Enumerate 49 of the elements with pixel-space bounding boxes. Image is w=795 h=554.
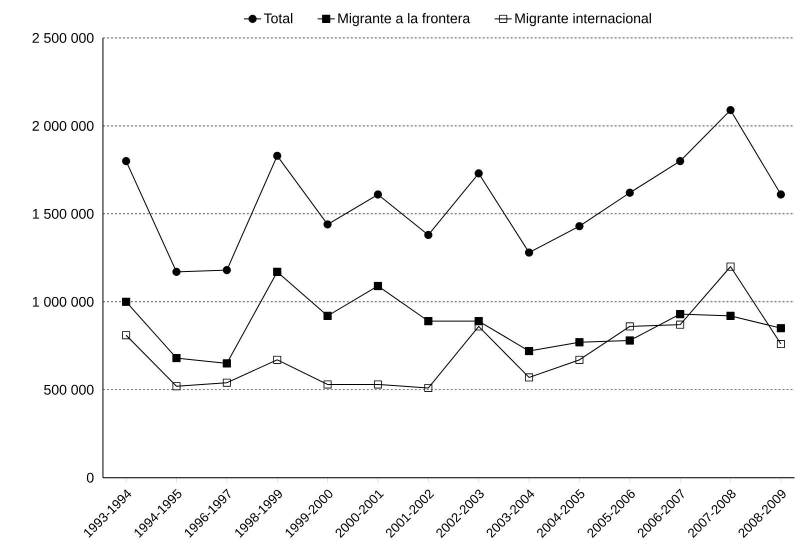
point <box>374 282 382 290</box>
point <box>626 188 634 198</box>
point <box>172 354 181 362</box>
point <box>374 190 382 199</box>
point <box>424 231 432 240</box>
point <box>726 262 735 271</box>
point <box>374 380 382 389</box>
point <box>676 157 684 166</box>
point <box>525 374 534 382</box>
legend-label: Migrante internacional <box>515 13 651 26</box>
point <box>776 340 785 348</box>
y-tick-label: 1 000 000 <box>32 297 94 307</box>
point <box>626 336 634 345</box>
point <box>172 382 180 390</box>
point <box>575 222 584 230</box>
y-tick-label: 2 500 000 <box>32 33 94 44</box>
point <box>575 356 584 364</box>
y-tick-label: 500 000 <box>44 384 94 395</box>
point <box>122 157 130 166</box>
point <box>172 268 181 276</box>
point <box>676 320 684 329</box>
point <box>726 312 735 320</box>
point <box>323 220 332 229</box>
point <box>324 380 332 389</box>
legend-label: Migrante a la frontera <box>338 13 470 26</box>
point <box>626 322 634 331</box>
legend-label: Total <box>264 13 292 24</box>
point <box>524 248 534 257</box>
point <box>273 268 282 276</box>
point <box>676 310 684 318</box>
point <box>726 106 735 114</box>
point <box>222 359 231 368</box>
point <box>424 317 432 326</box>
point <box>122 298 130 306</box>
y-tick-label: 1 500 000 <box>32 209 94 219</box>
y-tick-label: 0 <box>86 472 94 483</box>
point <box>524 347 534 356</box>
point <box>575 338 584 347</box>
point <box>222 266 231 274</box>
point <box>776 190 785 199</box>
point <box>776 324 785 332</box>
point <box>424 384 432 392</box>
point <box>273 152 282 160</box>
point <box>222 378 231 387</box>
point <box>273 356 282 364</box>
point <box>323 312 332 320</box>
point <box>122 331 130 340</box>
y-tick-label: 2 000 000 <box>32 121 94 132</box>
point <box>474 169 483 178</box>
